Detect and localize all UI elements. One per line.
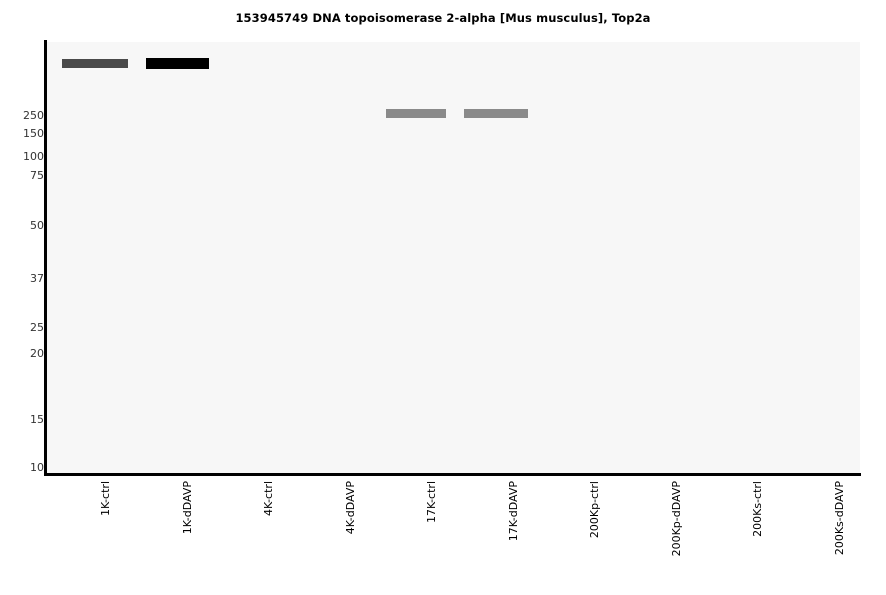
y-axis-tick-labels: 250 150 100 75 50 37 25 20 15 10 [0,0,44,595]
x-tick-label: 4K-ctrl [262,481,275,516]
x-tick-label: 200Kp-dDAVP [670,481,683,557]
x-tick-label: 17K-dDAVP [507,481,520,542]
y-tick-label: 150 [23,127,44,140]
y-tick-label: 100 [23,150,44,163]
x-tick-label: 4K-dDAVP [344,481,357,535]
y-tick-label: 250 [23,109,44,122]
page-title: 153945749 DNA topoisomerase 2-alpha [Mus… [235,11,651,25]
x-tick-label: 200Kp-ctrl [588,481,601,539]
protein-band [62,59,128,68]
y-tick-label: 25 [30,321,44,334]
x-tick-label: 1K-dDAVP [181,481,194,535]
y-tick-label: 75 [30,169,44,182]
y-tick-label: 15 [30,413,44,426]
x-axis-spine [44,473,861,476]
x-tick-label: 200Ks-ctrl [751,481,764,537]
y-axis-spine [44,40,47,476]
plot-area [47,42,860,474]
x-tick-label: 200Ks-dDAVP [833,481,846,556]
y-tick-label: 50 [30,219,44,232]
x-tick-label: 17K-ctrl [425,481,438,523]
y-tick-label: 20 [30,347,44,360]
protein-band [146,58,209,69]
protein-band [386,109,446,118]
y-tick-label: 37 [30,272,44,285]
y-tick-label: 10 [30,461,44,474]
protein-band [464,109,528,118]
x-tick-label: 1K-ctrl [99,481,112,516]
